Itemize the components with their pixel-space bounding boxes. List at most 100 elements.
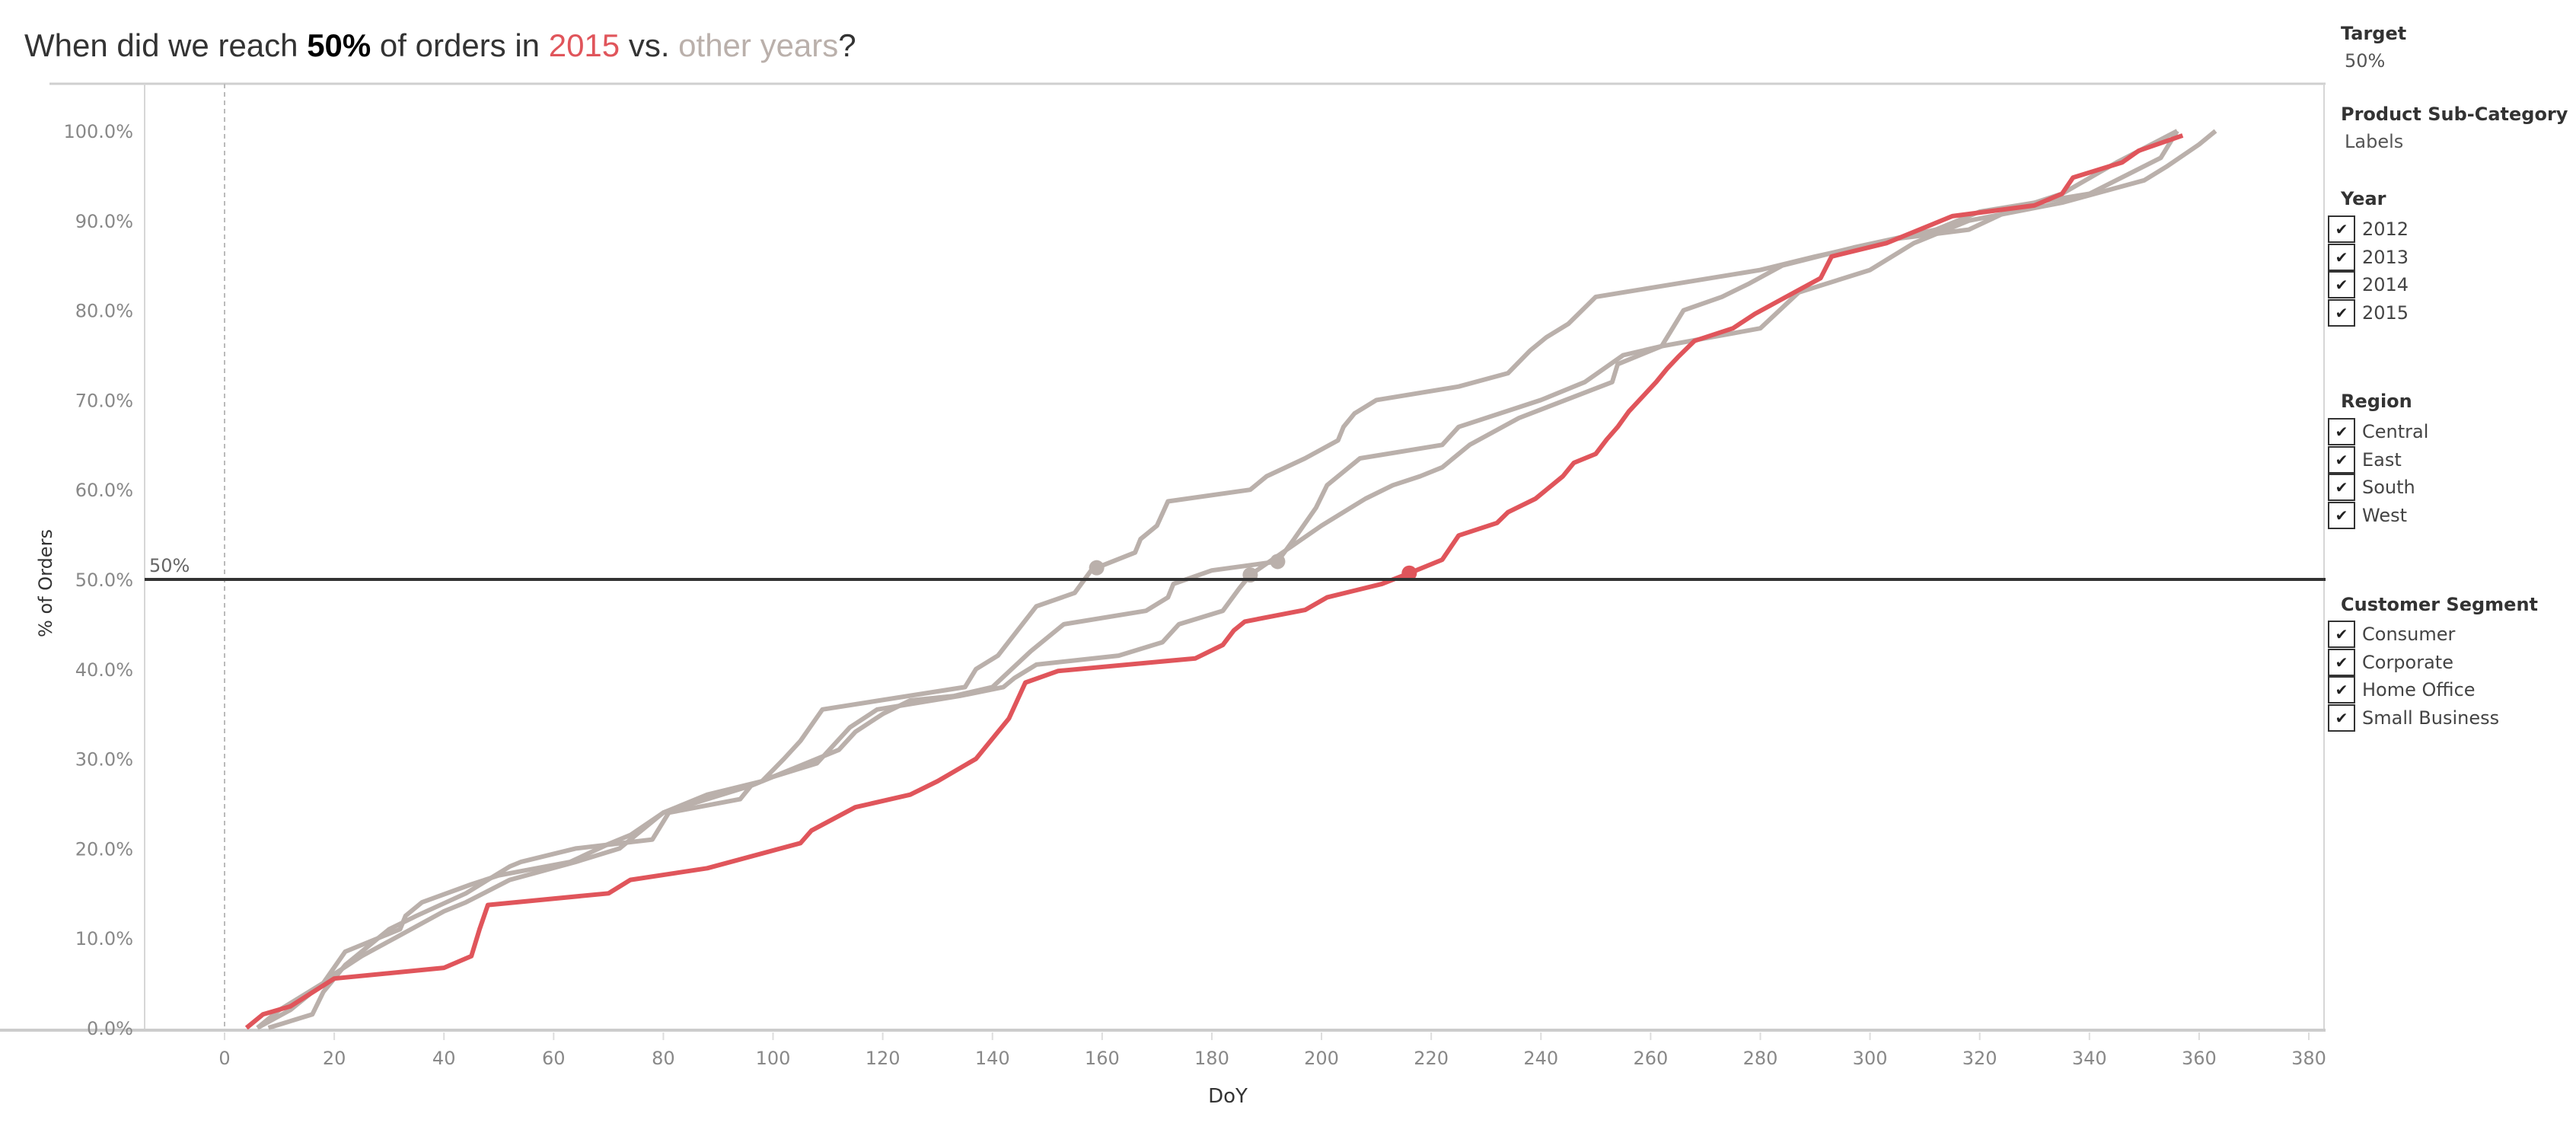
y-tick-label: 80.0% bbox=[75, 301, 133, 322]
x-tick-label: 160 bbox=[1085, 1048, 1120, 1069]
filter-year-option[interactable]: ✔ 2015 bbox=[2328, 298, 2409, 327]
option-label: West bbox=[2362, 504, 2408, 526]
filter-region-option[interactable]: ✔ South bbox=[2328, 474, 2415, 501]
filter-customer-segment-option[interactable]: ✔ Small Business bbox=[2328, 704, 2499, 732]
series-line-2015[interactable] bbox=[244, 133, 2184, 1030]
checkbox[interactable]: ✔ bbox=[2328, 418, 2355, 445]
filter-customer-segment-label: Customer Segment bbox=[2341, 594, 2539, 615]
filter-target-label: Target bbox=[2341, 23, 2407, 44]
filter-product-sub-category-value[interactable]: Labels bbox=[2345, 131, 2404, 152]
filter-customer-segment-option[interactable]: ✔ Consumer bbox=[2328, 621, 2455, 648]
filter-customer-segment-option[interactable]: ✔ Home Office bbox=[2328, 676, 2476, 704]
x-tick-label: 140 bbox=[975, 1048, 1010, 1069]
title-highlight-year: 2015 bbox=[548, 27, 620, 63]
checkbox[interactable]: ✔ bbox=[2328, 704, 2355, 732]
x-tick-label: 100 bbox=[756, 1048, 791, 1069]
checkbox[interactable]: ✔ bbox=[2328, 243, 2355, 271]
y-tick-label: 100.0% bbox=[63, 121, 133, 142]
x-tick-label: 0 bbox=[218, 1048, 230, 1069]
target-crossing-marker[interactable] bbox=[1401, 565, 1417, 581]
checkbox[interactable]: ✔ bbox=[2328, 501, 2355, 529]
checkmark-icon: ✔ bbox=[2335, 423, 2348, 441]
checkmark-icon: ✔ bbox=[2335, 681, 2348, 699]
title-text: When did we reach bbox=[24, 27, 308, 63]
option-label: 2015 bbox=[2362, 302, 2409, 324]
x-tick-label: 180 bbox=[1194, 1048, 1229, 1069]
checkbox[interactable]: ✔ bbox=[2328, 621, 2355, 648]
option-label: Small Business bbox=[2362, 707, 2500, 729]
x-tick-label: 320 bbox=[1962, 1048, 1997, 1069]
filter-target-value[interactable]: 50% bbox=[2345, 50, 2386, 72]
option-label: Consumer bbox=[2362, 624, 2456, 645]
filter-region-option[interactable]: ✔ West bbox=[2328, 501, 2408, 529]
y-tick-label: 70.0% bbox=[75, 390, 133, 411]
y-tick-label: 30.0% bbox=[75, 749, 133, 771]
checkbox[interactable]: ✔ bbox=[2328, 676, 2355, 704]
x-tick-label: 260 bbox=[1633, 1048, 1668, 1069]
y-axis-title: % of Orders bbox=[35, 529, 56, 637]
checkmark-icon: ✔ bbox=[2335, 220, 2348, 238]
checkmark-icon: ✔ bbox=[2335, 478, 2348, 496]
checkbox[interactable]: ✔ bbox=[2328, 298, 2355, 327]
x-tick-label: 80 bbox=[652, 1048, 675, 1069]
checkmark-icon: ✔ bbox=[2335, 653, 2348, 672]
checkbox[interactable]: ✔ bbox=[2328, 271, 2355, 298]
checkbox[interactable]: ✔ bbox=[2328, 215, 2355, 243]
series-line-other-year[interactable] bbox=[256, 129, 2179, 1030]
option-label: 2013 bbox=[2362, 246, 2409, 268]
option-label: 2012 bbox=[2362, 219, 2409, 240]
series-line-other-year[interactable] bbox=[256, 129, 2179, 1030]
checkmark-icon: ✔ bbox=[2335, 625, 2348, 643]
y-tick-label: 20.0% bbox=[75, 838, 133, 860]
x-tick-label: 200 bbox=[1304, 1048, 1339, 1069]
option-label: Home Office bbox=[2362, 679, 2476, 700]
x-tick-label: 20 bbox=[323, 1048, 346, 1069]
x-tick-label: 220 bbox=[1414, 1048, 1449, 1069]
y-tick-label: 0.0% bbox=[87, 1018, 133, 1039]
checkmark-icon: ✔ bbox=[2335, 708, 2348, 727]
chart-title: When did we reach 50% of orders in 2015 … bbox=[24, 27, 856, 64]
filter-year-option[interactable]: ✔ 2012 bbox=[2328, 215, 2409, 243]
title-other-years: other years bbox=[678, 27, 839, 63]
checkmark-icon: ✔ bbox=[2335, 303, 2348, 322]
filter-year-option[interactable]: ✔ 2013 bbox=[2328, 243, 2409, 271]
checkmark-icon: ✔ bbox=[2335, 506, 2348, 525]
filter-region-option[interactable]: ✔ East bbox=[2328, 445, 2402, 474]
filter-region-label: Region bbox=[2341, 391, 2412, 412]
title-text: vs. bbox=[620, 27, 679, 63]
x-tick-label: 280 bbox=[1743, 1048, 1778, 1069]
checkbox[interactable]: ✔ bbox=[2328, 445, 2355, 474]
option-label: Central bbox=[2362, 421, 2429, 442]
title-text: of orders in bbox=[371, 27, 549, 63]
x-tick-label: 360 bbox=[2182, 1048, 2217, 1069]
filter-customer-segment-option[interactable]: ✔ Corporate bbox=[2328, 648, 2453, 676]
option-label: Corporate bbox=[2362, 651, 2453, 673]
series-line-other-year[interactable] bbox=[267, 129, 2217, 1030]
x-tick-label: 300 bbox=[1853, 1048, 1888, 1069]
x-tick-label: 380 bbox=[2291, 1048, 2326, 1069]
option-label: South bbox=[2362, 477, 2415, 498]
target-reference-label: 50% bbox=[149, 555, 190, 576]
option-label: 2014 bbox=[2362, 274, 2409, 295]
target-crossing-marker[interactable] bbox=[1089, 560, 1105, 576]
checkbox[interactable]: ✔ bbox=[2328, 474, 2355, 501]
y-tick-label: 40.0% bbox=[75, 659, 133, 681]
checkmark-icon: ✔ bbox=[2335, 247, 2348, 266]
x-tick-label: 240 bbox=[1523, 1048, 1558, 1069]
x-tick-label: 60 bbox=[542, 1048, 566, 1069]
checkbox[interactable]: ✔ bbox=[2328, 648, 2355, 676]
y-tick-label: 90.0% bbox=[75, 211, 133, 232]
filter-region-option[interactable]: ✔ Central bbox=[2328, 418, 2428, 445]
y-tick-label: 10.0% bbox=[75, 928, 133, 949]
x-tick-label: 120 bbox=[866, 1048, 901, 1069]
title-target: 50% bbox=[307, 27, 371, 63]
option-label: East bbox=[2362, 448, 2402, 471]
x-tick-label: 340 bbox=[2072, 1048, 2107, 1069]
y-tick-label: 50.0% bbox=[75, 570, 133, 591]
x-axis-title: DoY bbox=[1208, 1085, 1248, 1108]
filter-product-sub-category-label: Product Sub-Category bbox=[2341, 104, 2568, 125]
checkmark-icon: ✔ bbox=[2335, 276, 2348, 294]
checkmark-icon: ✔ bbox=[2335, 450, 2348, 469]
filter-year-option[interactable]: ✔ 2014 bbox=[2328, 271, 2409, 298]
